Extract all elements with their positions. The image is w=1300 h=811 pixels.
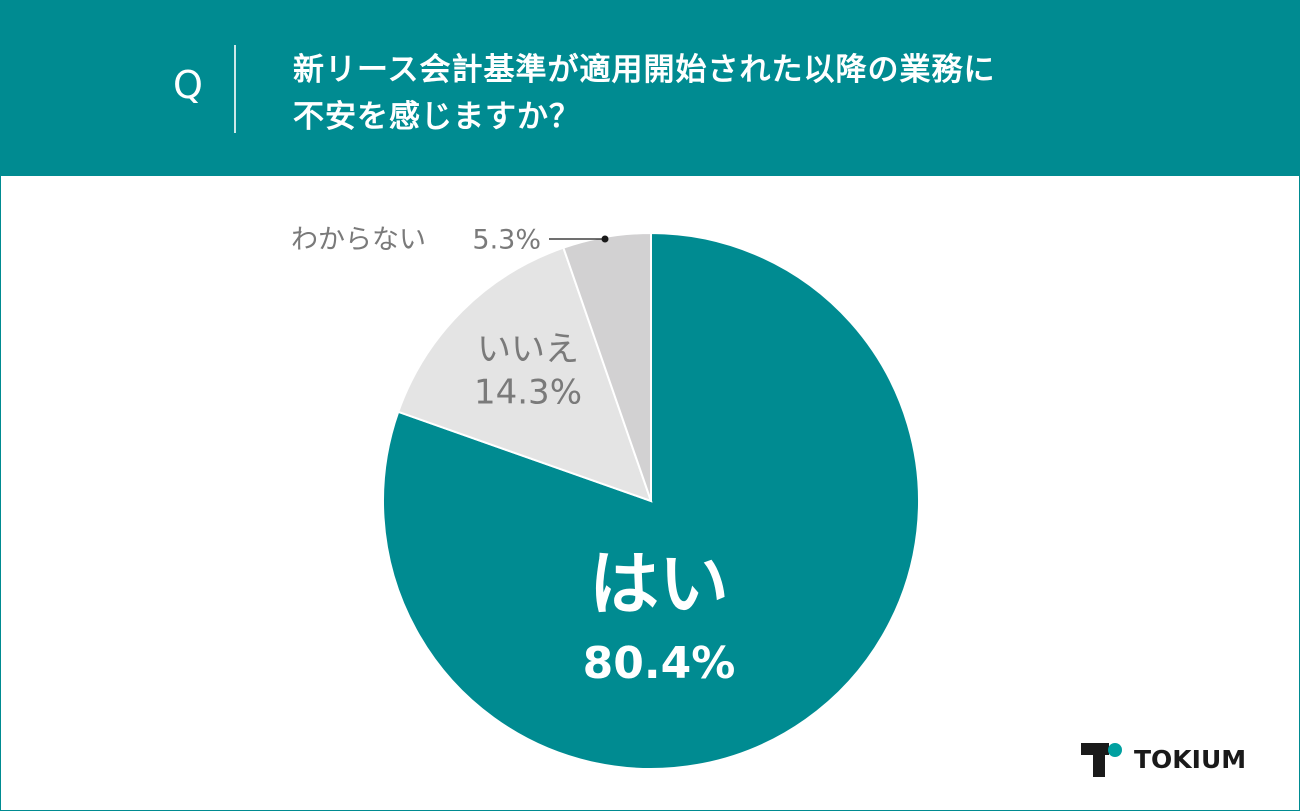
logo-icon [1108,743,1122,757]
question-marker: Q [173,63,203,107]
slice-label: はい [589,543,729,625]
value-label: 5.3% [472,225,541,256]
header-band: Q 新リース会計基準が適用開始された以降の業務に 不安を感じますか？ [1,1,1299,176]
value-label: 80.4% [583,638,736,689]
divider [234,45,236,133]
chart-title: 新リース会計基準が適用開始された以降の業務に 不安を感じますか？ [293,52,996,135]
slice-label: わからない [291,225,426,256]
logo-icon [1093,743,1105,777]
slice-label: いいえ [477,330,579,370]
value-label: 14.3% [474,373,582,413]
leader-dot [601,235,609,243]
pie-slice [397,246,653,503]
logo-text: TOKIUM [1134,745,1246,774]
